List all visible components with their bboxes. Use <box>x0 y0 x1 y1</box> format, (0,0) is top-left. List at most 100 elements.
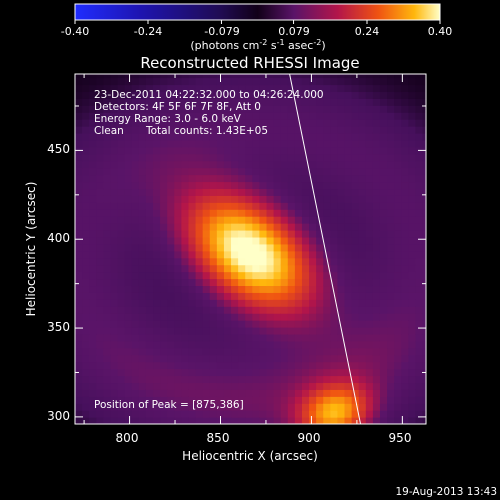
heatmap-cell <box>160 181 168 190</box>
heatmap-cell <box>401 361 409 370</box>
heatmap-cell <box>365 278 374 287</box>
heatmap-cell <box>422 264 426 273</box>
heatmap-cell <box>266 375 275 384</box>
heatmap-cell <box>231 167 239 176</box>
heatmap-cell <box>394 126 402 134</box>
heatmap-cell <box>415 368 424 377</box>
heatmap-cell <box>110 139 119 148</box>
heatmap-cell <box>401 216 409 224</box>
heatmap-cell <box>330 119 339 127</box>
heatmap-cell <box>401 285 409 293</box>
heatmap-cell <box>344 146 353 155</box>
heatmap-cell <box>301 119 310 127</box>
heatmap-cell <box>394 361 402 370</box>
heatmap-cell <box>160 313 168 321</box>
heatmap-cell <box>330 285 339 293</box>
heatmap-cell <box>117 112 126 120</box>
heatmap-cell <box>138 361 147 370</box>
heatmap-cell <box>75 181 83 190</box>
heatmap-cell <box>117 74 126 79</box>
heatmap-cell <box>287 160 296 169</box>
heatmap-cell <box>209 174 218 183</box>
heatmap-cell <box>394 209 402 217</box>
heatmap-cell <box>415 340 424 349</box>
heatmap-cell <box>365 271 374 280</box>
heatmap-cell <box>174 410 182 418</box>
heatmap-cell <box>401 278 409 287</box>
heatmap-cell <box>309 195 317 203</box>
heatmap-cell <box>365 299 374 307</box>
heatmap-cell <box>188 271 197 280</box>
heatmap-cell <box>280 174 289 183</box>
heatmap-cell <box>131 84 140 93</box>
heatmap-cell <box>301 91 310 99</box>
heatmap-cell <box>287 188 296 196</box>
heatmap-cell <box>181 98 190 106</box>
heatmap-cell <box>110 292 119 300</box>
heatmap-cell <box>394 132 402 141</box>
heatmap-cell <box>365 354 374 363</box>
heatmap-cell <box>344 278 353 287</box>
heatmap-cell <box>231 320 239 328</box>
heatmap-cell <box>372 347 381 356</box>
heatmap-cell <box>394 167 402 176</box>
heatmap-cell <box>372 354 381 363</box>
heatmap-cell <box>82 84 90 93</box>
heatmap-cell <box>259 285 268 293</box>
heatmap-cell <box>252 77 261 86</box>
heatmap-cell <box>188 236 197 245</box>
heatmap-cell <box>379 410 388 418</box>
heatmap-cell <box>181 223 190 231</box>
heatmap-cell <box>181 382 190 390</box>
heatmap-cell <box>252 112 261 120</box>
heatmap-cell <box>145 167 154 176</box>
heatmap-cell <box>330 77 339 86</box>
heatmap-cell <box>124 98 133 106</box>
heatmap-cell <box>188 91 197 99</box>
heatmap-cell <box>238 243 246 252</box>
heatmap-cell <box>110 264 119 273</box>
heatmap-cell <box>415 306 424 314</box>
heatmap-cell <box>174 105 182 113</box>
heatmap-cell <box>145 299 154 307</box>
heatmap-cell <box>387 229 395 238</box>
heatmap-cell <box>75 417 83 424</box>
heatmap-cell <box>231 264 239 273</box>
heatmap-cell <box>82 77 90 86</box>
heatmap-cell <box>138 167 147 176</box>
heatmap-cell <box>195 91 204 99</box>
heatmap-cell <box>372 216 381 224</box>
heatmap-cell <box>309 264 317 273</box>
heatmap-cell <box>323 105 331 113</box>
heatmap-cell <box>259 382 268 390</box>
heatmap-cell <box>415 299 424 307</box>
heatmap-cell <box>365 403 374 411</box>
heatmap-cell <box>75 285 83 293</box>
heatmap-cell <box>309 250 317 259</box>
heatmap-cell <box>238 292 246 300</box>
heatmap-cell <box>316 74 324 79</box>
heatmap-cell <box>344 354 353 363</box>
heatmap-cell <box>252 285 261 293</box>
heatmap-cell <box>422 236 426 245</box>
heatmap-cell <box>181 250 190 259</box>
heatmap-cell <box>245 403 253 411</box>
heatmap-cell <box>216 333 225 342</box>
heatmap-cell <box>415 139 424 148</box>
heatmap-cell <box>238 98 246 106</box>
heatmap-cell <box>316 223 324 231</box>
heatmap-cell <box>181 264 190 273</box>
heatmap-cell <box>259 229 268 238</box>
heatmap-cell <box>96 195 104 203</box>
heatmap-cell <box>231 146 239 155</box>
heatmap-cell <box>266 243 275 252</box>
heatmap-cell <box>103 105 112 113</box>
heatmap-cell <box>89 306 97 314</box>
heatmap-cell <box>323 74 331 79</box>
heatmap-cell <box>330 167 339 176</box>
heatmap-cell <box>394 403 402 411</box>
heatmap-cell <box>153 153 161 162</box>
heatmap-cell <box>124 347 133 356</box>
heatmap-cell <box>202 195 211 203</box>
heatmap-cell <box>280 243 289 252</box>
